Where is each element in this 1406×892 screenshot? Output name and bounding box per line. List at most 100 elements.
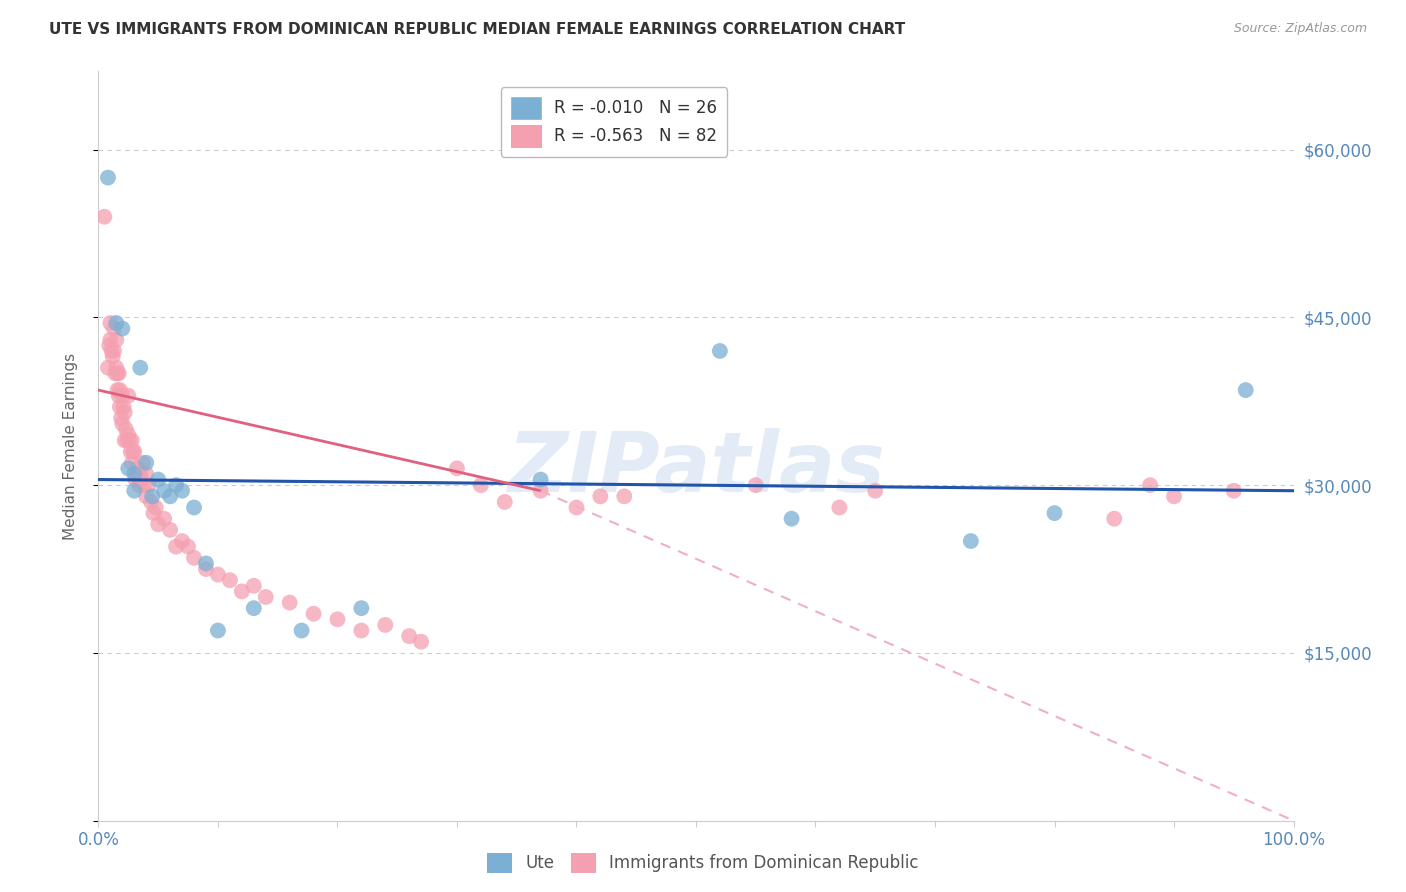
Point (122, 444, 145, 458)
Point (98, 316, 122, 330)
Point (231, 584, 253, 599)
Text: UTE VS IMMIGRANTS FROM DOMINICAN REPUBLIC MEDIAN FEMALE EARNINGS CORRELATION CHA: UTE VS IMMIGRANTS FROM DOMINICAN REPUBLI… (49, 22, 905, 37)
Point (589, 489, 612, 503)
Point (121, 434, 143, 448)
Point (243, 579, 266, 593)
Point (1223, 483, 1246, 498)
Point (117, 427, 139, 442)
Point (107, 383, 129, 397)
Point (780, 511, 803, 525)
Point (243, 601, 266, 615)
Y-axis label: Median Female Earnings: Median Female Earnings (63, 352, 77, 540)
Point (110, 411, 132, 425)
Point (107, 389, 129, 403)
Point (105, 360, 128, 375)
Point (105, 333, 128, 347)
Point (278, 596, 301, 610)
Point (1163, 489, 1185, 503)
Point (98, 338, 121, 352)
Point (195, 557, 218, 571)
Point (1043, 506, 1066, 520)
Point (565, 500, 588, 515)
Point (142, 506, 165, 520)
Point (118, 434, 141, 448)
Point (159, 489, 181, 503)
Point (153, 511, 176, 525)
Point (124, 467, 146, 481)
Point (100, 343, 122, 358)
Point (129, 467, 152, 481)
Point (1234, 383, 1257, 397)
Point (111, 389, 134, 403)
Point (350, 601, 373, 615)
Point (114, 405, 136, 419)
Point (1139, 478, 1161, 492)
Point (103, 343, 125, 358)
Point (108, 383, 131, 397)
Point (124, 473, 146, 487)
Point (101, 350, 124, 364)
Point (111, 321, 134, 335)
Point (128, 478, 150, 492)
Point (112, 400, 135, 414)
Point (172, 534, 194, 549)
Point (219, 573, 242, 587)
Point (411, 634, 433, 648)
Point (291, 624, 314, 638)
Point (120, 444, 142, 458)
Point (177, 540, 200, 554)
Point (302, 607, 325, 621)
Point (446, 461, 468, 475)
Point (117, 461, 139, 475)
Point (470, 478, 492, 492)
Point (1104, 511, 1126, 525)
Point (103, 321, 125, 335)
Point (107, 367, 129, 381)
Point (97, 170, 120, 185)
Point (98, 333, 122, 347)
Point (530, 483, 553, 498)
Point (105, 316, 128, 330)
Point (124, 444, 146, 458)
Point (131, 456, 153, 470)
Point (107, 367, 129, 381)
Point (135, 489, 157, 503)
Point (135, 456, 157, 470)
Point (108, 400, 131, 414)
Point (709, 343, 731, 358)
Point (165, 540, 187, 554)
Point (828, 500, 851, 515)
Point (111, 417, 134, 431)
Point (145, 500, 167, 515)
Point (494, 495, 516, 509)
Point (207, 624, 229, 638)
Point (865, 483, 887, 498)
Point (125, 467, 148, 481)
Point (172, 483, 194, 498)
Point (132, 478, 155, 492)
Point (129, 360, 152, 375)
Point (745, 478, 768, 492)
Text: Source: ZipAtlas.com: Source: ZipAtlas.com (1233, 22, 1367, 36)
Point (148, 517, 170, 532)
Point (124, 483, 146, 498)
Point (127, 461, 149, 475)
Point (131, 473, 153, 487)
Point (254, 590, 277, 604)
Point (141, 489, 163, 503)
Point (97, 360, 120, 375)
Point (135, 467, 157, 481)
Point (960, 534, 983, 549)
Point (115, 434, 138, 448)
Point (165, 478, 187, 492)
Point (613, 489, 636, 503)
Point (153, 483, 176, 498)
Point (183, 500, 205, 515)
Point (138, 478, 160, 492)
Legend: Ute, Immigrants from Dominican Republic: Ute, Immigrants from Dominican Republic (481, 847, 925, 880)
Point (117, 389, 139, 403)
Legend: R = -0.010   N = 26, R = -0.563   N = 82: R = -0.010 N = 26, R = -0.563 N = 82 (501, 87, 727, 157)
Point (104, 367, 127, 381)
Point (326, 612, 349, 626)
Text: ZIPatlas: ZIPatlas (508, 428, 884, 509)
